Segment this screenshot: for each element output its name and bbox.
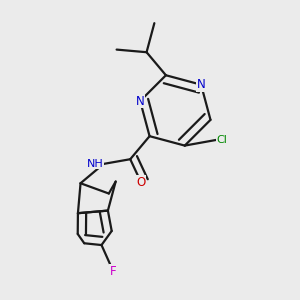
Text: N: N	[197, 78, 206, 91]
Text: N: N	[136, 94, 145, 107]
Text: F: F	[110, 265, 116, 278]
Text: O: O	[136, 176, 146, 189]
Text: NH: NH	[87, 159, 103, 169]
Text: Cl: Cl	[216, 135, 227, 145]
